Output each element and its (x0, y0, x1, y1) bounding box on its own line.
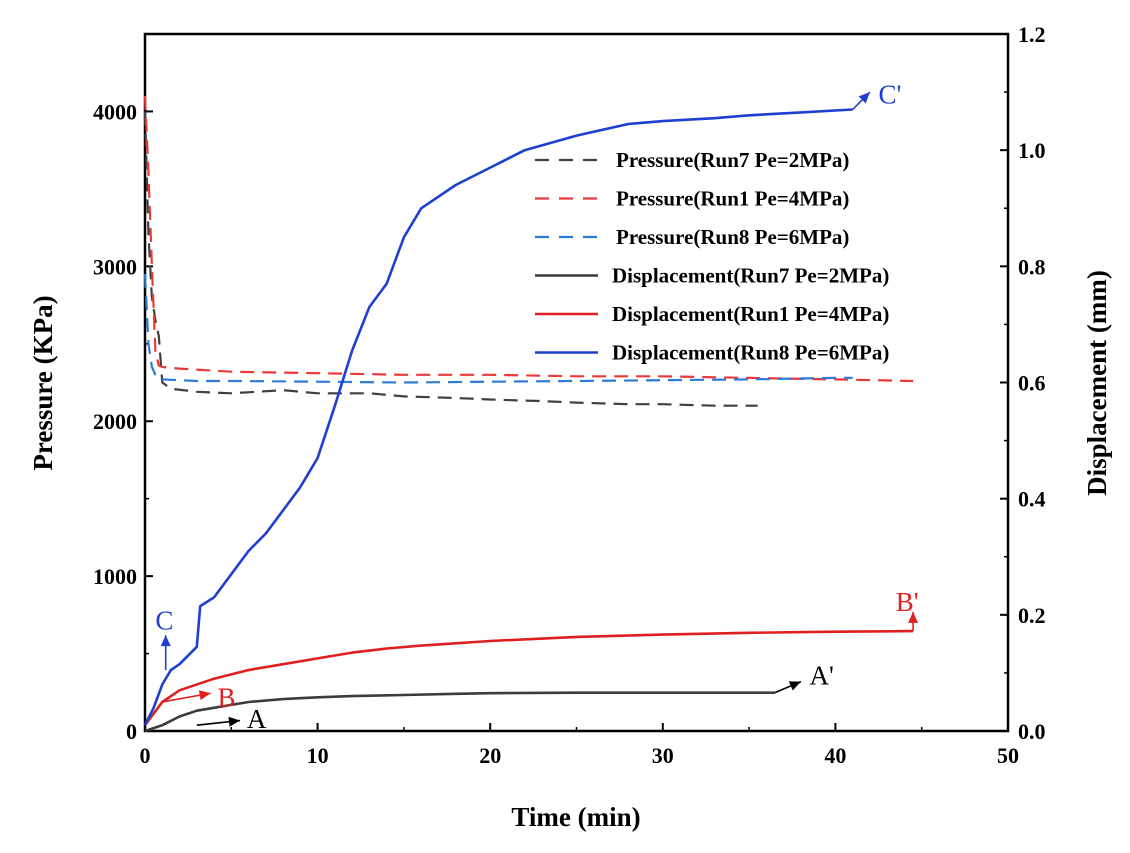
legend-label: Displacement(Run8 Pe=6MPa) (612, 341, 889, 365)
annotation-label: C (155, 605, 173, 635)
annotation-arrowhead (908, 611, 919, 623)
legend-label: Pressure(Run1 Pe=4MPa) (616, 187, 849, 211)
y-left-tick-label: 1000 (93, 564, 137, 589)
y-right-tick-label: 0.8 (1018, 254, 1046, 279)
annotation-label: A (247, 704, 267, 734)
y-right-tick-label: 0.6 (1018, 371, 1046, 396)
y-right-tick-label: 0.4 (1018, 487, 1046, 512)
legend-label: Displacement(Run1 Pe=4MPa) (612, 302, 889, 326)
y-axis-left: 0 1000 2000 3000 4000 (93, 99, 153, 744)
y-left-tick-label: 2000 (93, 409, 137, 434)
annotation-layer: A A' B B' C C' (155, 80, 918, 734)
annotation-arrowhead (858, 92, 870, 104)
series-line-displacement-run8-pe-6mpa (143, 108, 853, 726)
legend-label: Pressure(Run7 Pe=2MPa) (616, 148, 849, 172)
x-tick-label: 0 (140, 743, 151, 768)
annotation-label: C' (879, 80, 902, 110)
annotation-arrowhead (160, 635, 171, 647)
series-layer (143, 95, 914, 733)
y-right-tick-label: 1.0 (1018, 138, 1046, 163)
x-axis: 0 10 20 30 40 50 (140, 723, 1019, 768)
annotation-arrowhead (788, 681, 801, 691)
x-axis-title: Time (min) (511, 802, 640, 832)
legend-label: Pressure(Run8 Pe=6MPa) (616, 225, 849, 249)
series-line-pressure-run1-pe-4mpa (143, 95, 914, 383)
legend-label: Displacement(Run7 Pe=2MPa) (612, 264, 889, 288)
y-axis-right-title: Displacement (mm) (1082, 270, 1112, 496)
y-right-tick-label: 1.2 (1018, 22, 1046, 47)
y-axis-left-title: Pressure (KPa) (28, 295, 58, 470)
annotation-label: B' (896, 587, 919, 617)
annotation-arrowhead (198, 690, 211, 701)
y-right-tick-label: 0.0 (1018, 719, 1046, 744)
series-line-displacement-run7-pe-2mpa (144, 691, 775, 733)
y-left-tick-label: 3000 (93, 254, 137, 279)
series-line-pressure-run7-pe-2mpa (143, 111, 758, 407)
annotation-arrowhead (228, 716, 240, 727)
x-tick-label: 30 (652, 743, 674, 768)
y-left-tick-label: 4000 (93, 99, 137, 124)
y-axis-right: 0.0 0.2 0.4 0.6 0.8 1.0 1.2 (1000, 22, 1046, 744)
series-line-pressure-run8-pe-6mpa (143, 274, 853, 384)
x-tick-label: 40 (824, 743, 846, 768)
series-line-displacement-run1-pe-4mpa (143, 629, 914, 726)
annotation-label: B (217, 683, 235, 713)
x-tick-label: 10 (307, 743, 329, 768)
x-tick-label: 50 (997, 743, 1019, 768)
legend: Pressure(Run7 Pe=2MPa) Pressure(Run1 Pe=4… (535, 148, 889, 365)
annotation-label: A' (810, 661, 834, 691)
y-right-tick-label: 0.2 (1018, 603, 1046, 628)
plot-frame (143, 32, 1010, 733)
y-left-tick-label: 0 (126, 719, 137, 744)
x-tick-label: 20 (479, 743, 501, 768)
